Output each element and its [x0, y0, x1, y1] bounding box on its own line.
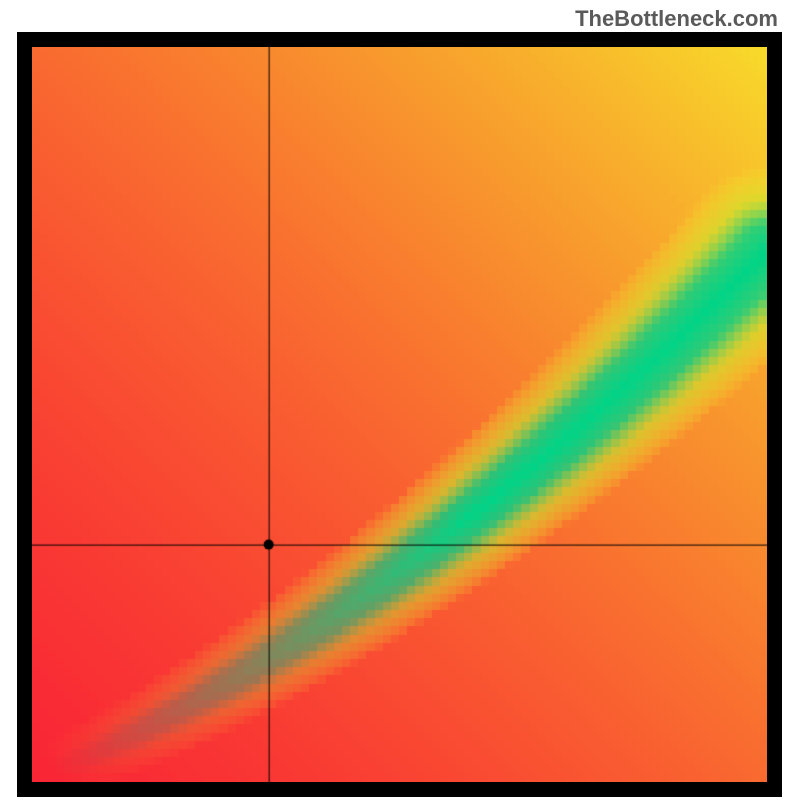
plot-outer-frame — [17, 32, 782, 797]
watermark-text: TheBottleneck.com — [575, 6, 778, 32]
heatmap-canvas — [32, 47, 767, 782]
plot-area — [32, 47, 767, 782]
